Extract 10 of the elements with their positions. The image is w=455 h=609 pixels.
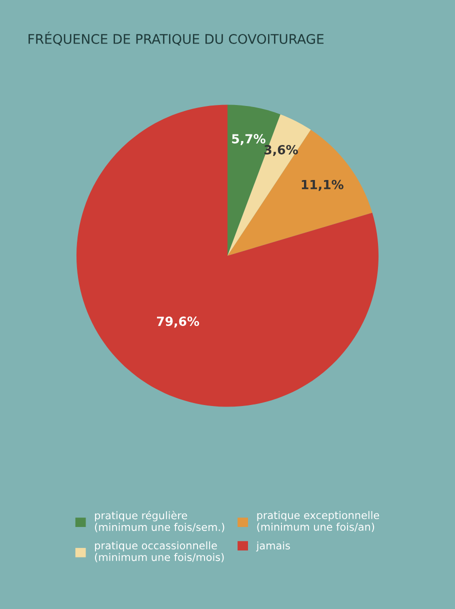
data-label: 11,1% (302, 180, 344, 191)
legend-label: pratique régulière (minimum une fois/sem.) (95, 510, 224, 532)
legend-label: jamais (256, 541, 290, 552)
data-label: 5,7% (232, 134, 266, 146)
pie-slice (228, 130, 372, 256)
pie-slice (76, 104, 379, 407)
data-label: 79,6% (156, 316, 200, 328)
chart-title: FRÉQUENCE DE PRATIQUE DU COVOITURAGE (28, 32, 324, 46)
legend-label: pratique exceptionnelle (minimum une fois/an) (257, 511, 380, 532)
legend-label: pratique occassionnelle (minimum une fois/mois) (95, 541, 224, 562)
